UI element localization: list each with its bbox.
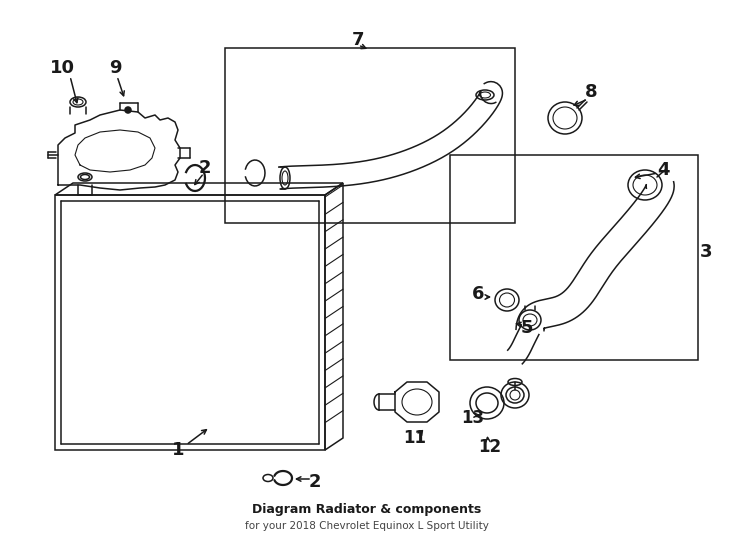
Text: 3: 3 bbox=[700, 243, 712, 261]
Text: Diagram Radiator & components: Diagram Radiator & components bbox=[252, 503, 482, 516]
Text: 2: 2 bbox=[309, 473, 321, 491]
Circle shape bbox=[125, 107, 131, 113]
Bar bbox=[450, 155, 698, 360]
Bar bbox=[225, 48, 515, 223]
Text: for your 2018 Chevrolet Equinox L Sport Utility: for your 2018 Chevrolet Equinox L Sport … bbox=[245, 521, 489, 531]
Text: 8: 8 bbox=[585, 83, 597, 101]
Text: 9: 9 bbox=[109, 59, 121, 77]
Text: 12: 12 bbox=[479, 438, 501, 456]
Text: 4: 4 bbox=[657, 161, 669, 179]
Text: 1: 1 bbox=[172, 441, 184, 459]
Text: 11: 11 bbox=[404, 429, 426, 447]
Text: 13: 13 bbox=[462, 409, 484, 427]
Text: 10: 10 bbox=[49, 59, 74, 77]
Text: 5: 5 bbox=[520, 319, 533, 337]
Text: 2: 2 bbox=[199, 159, 211, 177]
Text: 6: 6 bbox=[472, 285, 484, 303]
Text: 7: 7 bbox=[352, 31, 364, 49]
